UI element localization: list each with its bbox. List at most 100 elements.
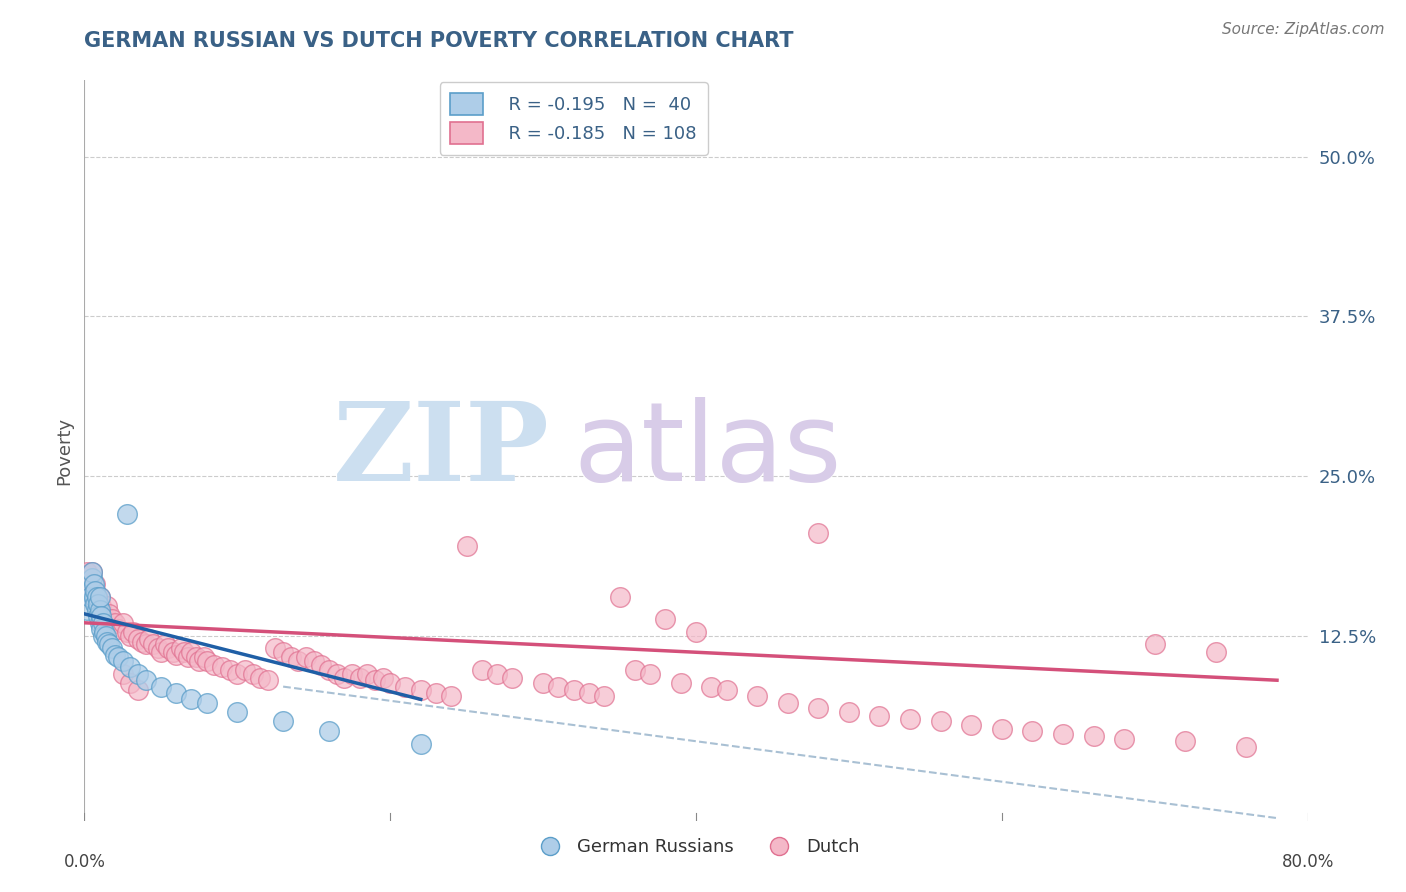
Point [593, 689, 616, 703]
Point [79, 591, 101, 605]
Point [87, 597, 110, 611]
Point [149, 680, 172, 694]
Point [96, 635, 118, 649]
Point [90, 599, 112, 614]
Point [716, 683, 738, 698]
Point [90, 622, 112, 636]
Point [609, 591, 631, 605]
Legend: German Russians, Dutch: German Russians, Dutch [524, 831, 868, 863]
Point [1236, 739, 1258, 754]
Point [165, 686, 187, 700]
Point [142, 638, 165, 652]
Point [638, 666, 661, 681]
Point [226, 666, 249, 681]
Point [84, 597, 107, 611]
Point [84, 583, 107, 598]
Point [869, 709, 891, 723]
Point [257, 673, 280, 688]
Point [211, 660, 233, 674]
Point [77, 577, 100, 591]
Point [929, 714, 952, 728]
Point [295, 650, 318, 665]
Point [280, 650, 302, 665]
Point [578, 686, 600, 700]
Point [440, 689, 463, 703]
Point [271, 714, 294, 728]
Point [233, 663, 256, 677]
Text: 0.0%: 0.0% [63, 853, 105, 871]
Point [409, 683, 432, 698]
Point [127, 666, 149, 681]
Point [86, 603, 108, 617]
Point [356, 666, 378, 681]
Text: GERMAN RUSSIAN VS DUTCH POVERTY CORRELATION CHART: GERMAN RUSSIAN VS DUTCH POVERTY CORRELAT… [84, 30, 794, 51]
Point [195, 696, 218, 710]
Point [101, 641, 124, 656]
Point [202, 657, 225, 672]
Point [184, 650, 207, 665]
Point [669, 675, 692, 690]
Point [249, 671, 271, 685]
Point [333, 671, 356, 685]
Point [624, 663, 647, 677]
Y-axis label: Poverty: Poverty [55, 417, 73, 484]
Point [80, 571, 103, 585]
Point [165, 648, 187, 662]
Point [89, 591, 111, 605]
Point [188, 654, 211, 668]
Point [89, 615, 111, 630]
Text: Source: ZipAtlas.com: Source: ZipAtlas.com [1222, 22, 1385, 37]
Point [425, 686, 447, 700]
Point [97, 638, 120, 652]
Point [226, 705, 249, 719]
Point [318, 724, 340, 739]
Point [135, 673, 157, 688]
Point [87, 609, 110, 624]
Point [960, 718, 983, 732]
Point [264, 641, 287, 656]
Point [1143, 638, 1166, 652]
Point [111, 615, 134, 630]
Point [104, 648, 127, 662]
Point [302, 654, 325, 668]
Point [89, 603, 111, 617]
Point [991, 722, 1014, 736]
Point [1114, 731, 1136, 746]
Point [287, 654, 309, 668]
Text: 80.0%: 80.0% [1281, 853, 1334, 871]
Point [91, 607, 114, 621]
Point [747, 689, 769, 703]
Point [115, 624, 138, 639]
Point [807, 701, 830, 715]
Point [271, 645, 294, 659]
Point [80, 565, 103, 579]
Point [195, 654, 218, 668]
Point [111, 666, 134, 681]
Point [89, 603, 111, 617]
Point [700, 680, 723, 694]
Point [149, 645, 172, 659]
Point [97, 607, 120, 621]
Point [94, 629, 117, 643]
Point [107, 650, 129, 665]
Point [127, 683, 149, 698]
Point [1205, 645, 1227, 659]
Point [131, 635, 153, 649]
Point [531, 675, 554, 690]
Point [120, 660, 142, 674]
Point [86, 591, 108, 605]
Point [96, 599, 118, 614]
Point [180, 645, 202, 659]
Point [193, 650, 215, 665]
Point [170, 641, 193, 656]
Point [1052, 727, 1074, 741]
Point [180, 692, 202, 706]
Point [242, 666, 264, 681]
Point [1083, 730, 1105, 744]
Point [80, 565, 103, 579]
Point [394, 680, 416, 694]
Text: atlas: atlas [574, 397, 842, 504]
Point [340, 666, 363, 681]
Text: ZIP: ZIP [332, 397, 550, 504]
Point [93, 612, 115, 626]
